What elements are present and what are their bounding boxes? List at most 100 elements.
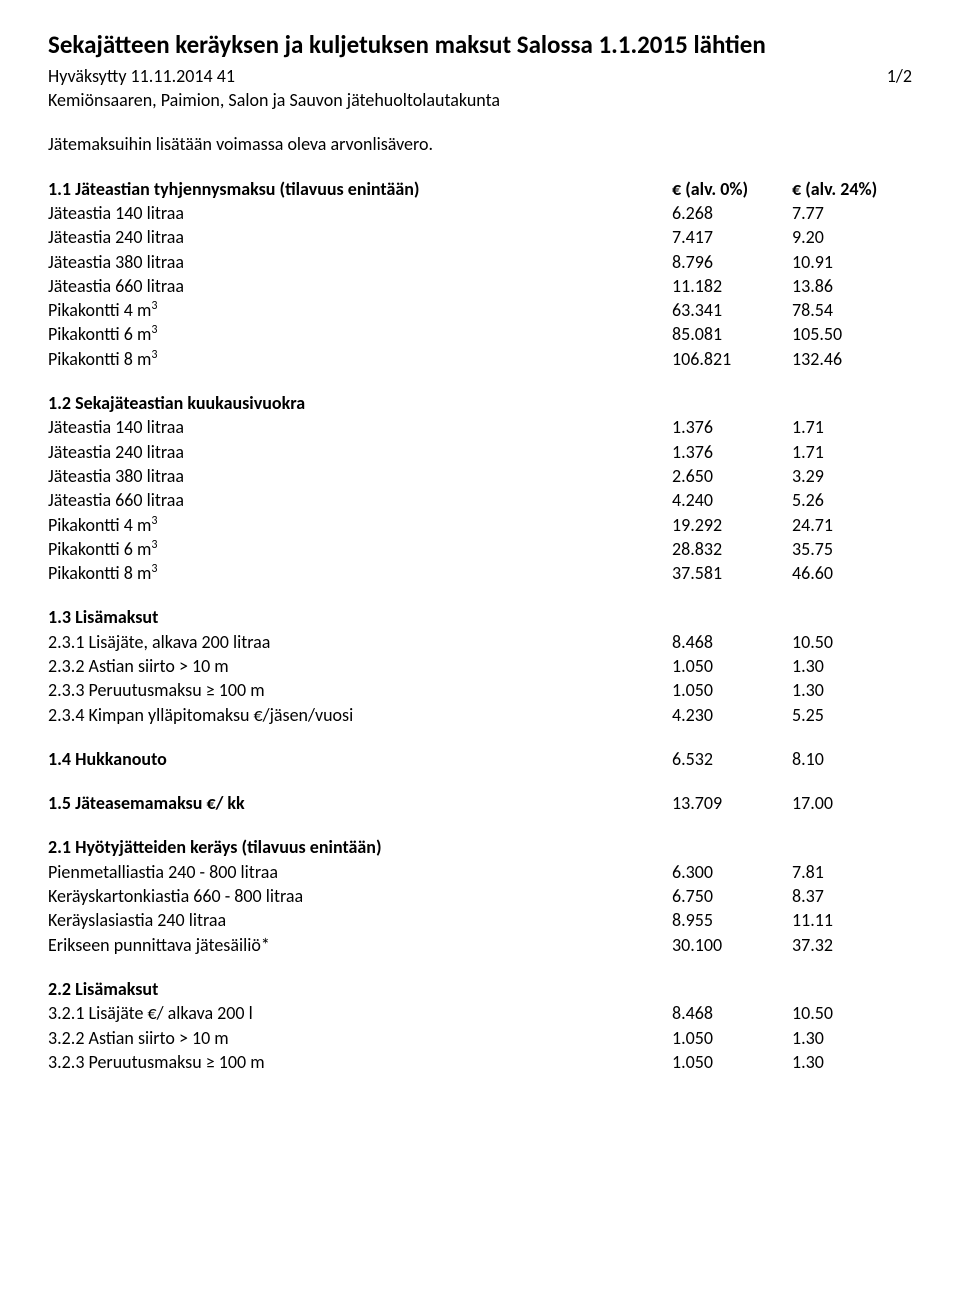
table-row-row: Pikakontti 6 m385.081105.50 bbox=[48, 322, 912, 346]
table-row-label: Pikakontti 4 m3 bbox=[48, 298, 672, 322]
table-row-label: Pikakontti 6 m3 bbox=[48, 537, 672, 561]
table-row-row: Jäteastia 140 litraa6.2687.77 bbox=[48, 201, 912, 225]
table-row-row: Pikakontti 4 m363.34178.54 bbox=[48, 298, 912, 322]
table-row-row: Erikseen punnittava jätesäiliö*30.10037.… bbox=[48, 933, 912, 957]
approved-text: Hyväksytty 11.11.2014 41 bbox=[48, 64, 235, 88]
superscript: 3 bbox=[151, 514, 157, 528]
table-row-v2: 1.71 bbox=[792, 415, 912, 439]
table-row-v2: 7.81 bbox=[792, 860, 912, 884]
table-row-label: Jäteastia 380 litraa bbox=[48, 464, 672, 488]
intro-text: Jätemaksuihin lisätään voimassa oleva ar… bbox=[48, 132, 912, 156]
table-row-v1: 1.050 bbox=[672, 654, 792, 678]
table-row-v2: 3.29 bbox=[792, 464, 912, 488]
table-row-row: Jäteastia 240 litraa1.3761.71 bbox=[48, 440, 912, 464]
table-row-row: Jäteastia 660 litraa4.2405.26 bbox=[48, 488, 912, 512]
table-row-v2: 10.91 bbox=[792, 250, 912, 274]
table-row-label: Pikakontti 8 m3 bbox=[48, 561, 672, 585]
table-row-v1: 1.050 bbox=[672, 1026, 792, 1050]
table-row-v1: 1.050 bbox=[672, 1050, 792, 1074]
table-row-row: Jäteastia 240 litraa7.4179.20 bbox=[48, 225, 912, 249]
section-1-4: 1.4 Hukkanouto 6.532 8.10 bbox=[48, 747, 912, 771]
table-row-label: Jäteastia 660 litraa bbox=[48, 274, 672, 298]
table-row-label: Jäteastia 140 litraa bbox=[48, 201, 672, 225]
section-1-5-v1: 13.709 bbox=[672, 791, 792, 815]
table-row-row: Pikakontti 4 m319.29224.71 bbox=[48, 513, 912, 537]
table-row-label: 2.3.1 Lisäjäte, alkava 200 litraa bbox=[48, 630, 672, 654]
table-row-v2: 11.11 bbox=[792, 908, 912, 932]
table-row-v2: 13.86 bbox=[792, 274, 912, 298]
section-1-4-v2: 8.10 bbox=[792, 747, 912, 771]
table-row-v2: 1.30 bbox=[792, 654, 912, 678]
section-2-1: 2.1 Hyötyjätteiden keräys (tilavuus enin… bbox=[48, 835, 912, 956]
table-row-label: 2.3.3 Peruutusmaksu ≥ 100 m bbox=[48, 678, 672, 702]
section-1-2-rows: Jäteastia 140 litraa1.3761.71Jäteastia 2… bbox=[48, 415, 912, 585]
table-row-label: 2.3.2 Astian siirto > 10 m bbox=[48, 654, 672, 678]
table-row-label: Pikakontti 8 m3 bbox=[48, 347, 672, 371]
section-1-3: 1.3 Lisämaksut 2.3.1 Lisäjäte, alkava 20… bbox=[48, 605, 912, 726]
table-row-v2: 46.60 bbox=[792, 561, 912, 585]
table-row-row: Keräyslasiastia 240 litraa8.95511.11 bbox=[48, 908, 912, 932]
section-2-2-title: 2.2 Lisämaksut bbox=[48, 977, 912, 1001]
table-row-v1: 8.796 bbox=[672, 250, 792, 274]
table-row-label: 2.3.4 Kimpan ylläpitomaksu €/jäsen/vuosi bbox=[48, 703, 672, 727]
table-row-v1: 30.100 bbox=[672, 933, 792, 957]
table-row-label: Keräyslasiastia 240 litraa bbox=[48, 908, 672, 932]
table-row-v1: 6.300 bbox=[672, 860, 792, 884]
superscript: 3 bbox=[151, 299, 157, 313]
table-row-v1: 6.750 bbox=[672, 884, 792, 908]
table-row-v1: 11.182 bbox=[672, 274, 792, 298]
section-1-4-v1: 6.532 bbox=[672, 747, 792, 771]
table-row-v2: 37.32 bbox=[792, 933, 912, 957]
table-row-label: Pikakontti 6 m3 bbox=[48, 322, 672, 346]
section-1-2: 1.2 Sekajäteastian kuukausivuokra Jäteas… bbox=[48, 391, 912, 585]
section-2-2-rows: 3.2.1 Lisäjäte €/ alkava 200 l8.46810.50… bbox=[48, 1001, 912, 1074]
table-row-label: Jäteastia 660 litraa bbox=[48, 488, 672, 512]
table-row-row: Jäteastia 380 litraa8.79610.91 bbox=[48, 250, 912, 274]
table-row-row: 3.2.2 Astian siirto > 10 m1.0501.30 bbox=[48, 1026, 912, 1050]
table-row-v2: 5.25 bbox=[792, 703, 912, 727]
table-row-row: Jäteastia 380 litraa2.6503.29 bbox=[48, 464, 912, 488]
table-row-v1: 6.268 bbox=[672, 201, 792, 225]
page-number: 1/2 bbox=[887, 64, 912, 88]
table-row-v1: 7.417 bbox=[672, 225, 792, 249]
table-row-v2: 5.26 bbox=[792, 488, 912, 512]
section-1-5-v2: 17.00 bbox=[792, 791, 912, 815]
table-row-v1: 1.376 bbox=[672, 440, 792, 464]
table-row-v1: 1.050 bbox=[672, 678, 792, 702]
table-row-label: Jäteastia 240 litraa bbox=[48, 440, 672, 464]
section-1-4-label: 1.4 Hukkanouto bbox=[48, 747, 672, 771]
table-row-v1: 8.955 bbox=[672, 908, 792, 932]
section-1-1-title: 1.1 Jäteastian tyhjennysmaksu (tilavuus … bbox=[48, 177, 672, 201]
table-row-v1: 8.468 bbox=[672, 630, 792, 654]
table-row-row: 2.3.3 Peruutusmaksu ≥ 100 m1.0501.30 bbox=[48, 678, 912, 702]
col-head-1: € (alv. 0%) bbox=[672, 177, 792, 201]
section-1-5: 1.5 Jäteasemamaksu €/ kk 13.709 17.00 bbox=[48, 791, 912, 815]
table-row-v2: 1.71 bbox=[792, 440, 912, 464]
superscript: 3 bbox=[151, 562, 157, 576]
table-row-row: Jäteastia 140 litraa1.3761.71 bbox=[48, 415, 912, 439]
table-row-label: Keräyskartonkiastia 660 - 800 litraa bbox=[48, 884, 672, 908]
section-2-1-rows: Pienmetalliastia 240 - 800 litraa6.3007.… bbox=[48, 860, 912, 957]
table-row-v1: 63.341 bbox=[672, 298, 792, 322]
page-title: Sekajätteen keräyksen ja kuljetuksen mak… bbox=[48, 28, 912, 62]
table-row-label: Pienmetalliastia 240 - 800 litraa bbox=[48, 860, 672, 884]
table-row-row: 2.3.1 Lisäjäte, alkava 200 litraa8.46810… bbox=[48, 630, 912, 654]
table-row-v2: 8.37 bbox=[792, 884, 912, 908]
table-row-row: Pienmetalliastia 240 - 800 litraa6.3007.… bbox=[48, 860, 912, 884]
section-1-3-title: 1.3 Lisämaksut bbox=[48, 605, 912, 629]
table-row-v2: 78.54 bbox=[792, 298, 912, 322]
table-row-v2: 10.50 bbox=[792, 630, 912, 654]
table-row-v2: 132.46 bbox=[792, 347, 912, 371]
table-row-label: 3.2.2 Astian siirto > 10 m bbox=[48, 1026, 672, 1050]
table-row-v2: 9.20 bbox=[792, 225, 912, 249]
table-row-row: Pikakontti 6 m328.83235.75 bbox=[48, 537, 912, 561]
table-row-row: Jäteastia 660 litraa11.18213.86 bbox=[48, 274, 912, 298]
table-row-label: Erikseen punnittava jätesäiliö* bbox=[48, 933, 672, 957]
table-row-row: Pikakontti 8 m3106.821132.46 bbox=[48, 347, 912, 371]
table-row-v2: 1.30 bbox=[792, 1050, 912, 1074]
table-row-v1: 4.230 bbox=[672, 703, 792, 727]
table-row-v1: 106.821 bbox=[672, 347, 792, 371]
superscript: 3 bbox=[151, 538, 157, 552]
section-2-1-title: 2.1 Hyötyjätteiden keräys (tilavuus enin… bbox=[48, 835, 912, 859]
table-row-row: Keräyskartonkiastia 660 - 800 litraa6.75… bbox=[48, 884, 912, 908]
